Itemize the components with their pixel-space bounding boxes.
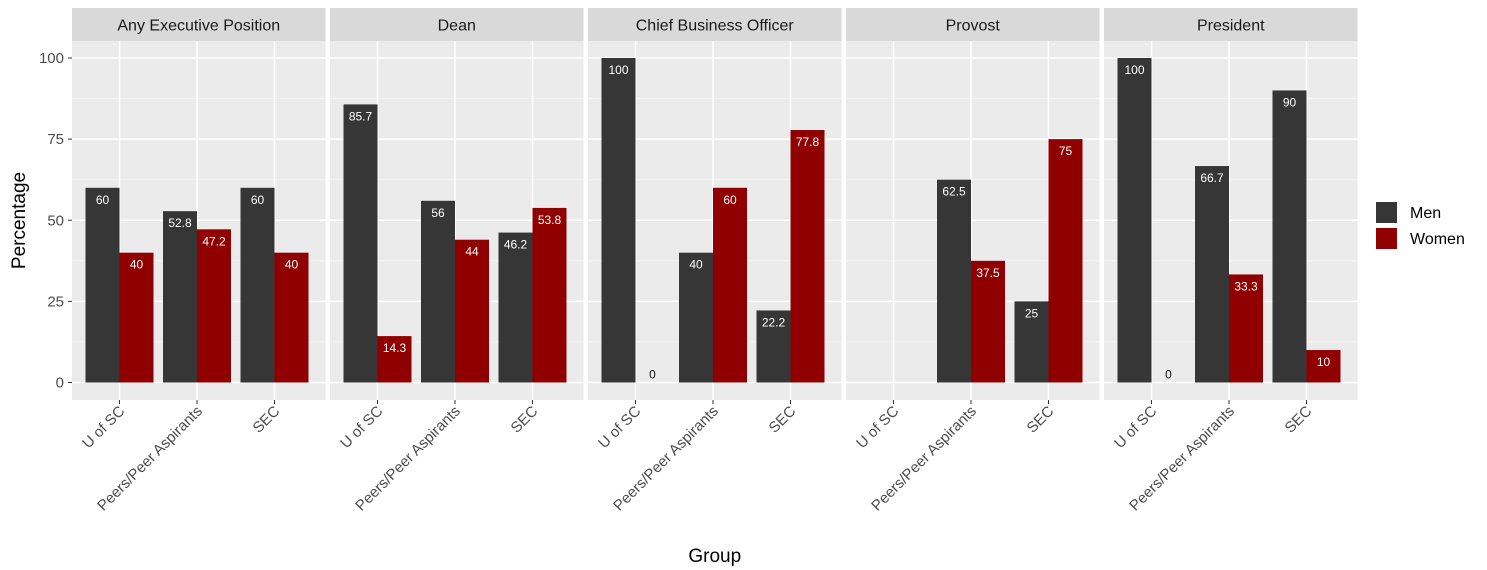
legend: Men Women	[1376, 202, 1465, 249]
bar-men-peers-peer-aspirants	[163, 211, 197, 383]
data-label: 33.3	[1234, 279, 1258, 293]
legend-swatch-men	[1376, 202, 1397, 223]
bar-men-u-of-sc	[85, 187, 120, 383]
bar-women-peers-peer-aspirants	[1229, 274, 1263, 383]
data-label: 25	[1025, 306, 1039, 320]
x-tick-label: SEC	[507, 403, 541, 437]
bar-women-peers-peer-aspirants	[713, 187, 747, 383]
data-label: 85.7	[349, 109, 373, 123]
bar-women-peers-peer-aspirants	[971, 260, 1005, 383]
data-label: 46.2	[504, 238, 528, 252]
facet-strip	[588, 8, 842, 41]
facet-title: Any Executive Position	[117, 18, 280, 35]
data-label: 40	[689, 258, 703, 272]
data-label: 75	[1059, 144, 1073, 158]
y-axis-title: Percentage	[9, 172, 30, 269]
bar-women-sec	[274, 252, 309, 383]
facet-title: President	[1197, 18, 1265, 35]
data-label: 100	[608, 63, 628, 77]
bar-men-sec	[240, 187, 275, 383]
x-tick-label: U of SC	[595, 403, 644, 452]
facet-title: Provost	[946, 18, 1001, 35]
x-tick-label: SEC	[765, 403, 799, 437]
data-label: 100	[1124, 63, 1144, 77]
data-label: 40	[285, 258, 299, 272]
data-label: 40	[130, 258, 144, 272]
x-tick-label: U of SC	[1111, 403, 1160, 452]
data-label: 0	[649, 368, 656, 382]
data-label: 60	[251, 193, 265, 207]
data-label: 56	[431, 206, 445, 220]
bar-women-peers-peer-aspirants	[455, 239, 489, 383]
x-tick-label: SEC	[1023, 403, 1057, 437]
bar-women-sec	[1048, 139, 1083, 383]
bar-women-u-of-sc	[119, 252, 154, 383]
facet-title: Dean	[438, 18, 476, 35]
facet-strip	[330, 8, 584, 41]
x-tick-label: SEC	[1281, 403, 1315, 437]
bar-men-peers-peer-aspirants	[679, 252, 713, 383]
bar-women-u-of-sc	[377, 336, 412, 383]
bar-women-peers-peer-aspirants	[197, 229, 231, 383]
y-tick-label: 50	[47, 212, 64, 229]
facet-strip	[1104, 8, 1358, 41]
data-label: 0	[1165, 368, 1172, 382]
data-label: 60	[723, 193, 737, 207]
bar-men-sec	[756, 310, 791, 383]
data-label: 44	[465, 245, 479, 259]
bar-women-sec	[1306, 350, 1341, 383]
bar-women-sec	[532, 207, 567, 383]
legend-label-women: Women	[1410, 231, 1465, 248]
bar-men-u-of-sc	[343, 104, 378, 383]
bar-men-u-of-sc	[601, 58, 636, 383]
facet-strip	[72, 8, 326, 41]
data-label: 10	[1317, 355, 1331, 369]
y-tick-label: 75	[47, 131, 64, 148]
bar-men-peers-peer-aspirants	[1195, 166, 1229, 383]
x-tick-label: U of SC	[337, 403, 386, 452]
data-label: 14.3	[383, 341, 407, 355]
legend-swatch-women	[1376, 228, 1397, 249]
x-tick-label: SEC	[249, 403, 283, 437]
y-tick-label: 100	[39, 50, 64, 67]
data-label: 22.2	[762, 315, 786, 329]
x-tick-label: U of SC	[79, 403, 128, 452]
data-label: 66.7	[1200, 171, 1224, 185]
data-label: 52.8	[168, 216, 192, 230]
legend-label-men: Men	[1410, 205, 1441, 222]
facet-panel-any-executive-position: Any Executive Position 60 40 U of SC 52.8 47.…	[72, 8, 326, 514]
facet-title: Chief Business Officer	[636, 18, 795, 35]
data-label: 53.8	[538, 213, 562, 227]
x-axis-title: Group	[688, 546, 741, 567]
bar-men-peers-peer-aspirants	[421, 200, 455, 383]
bar-men-peers-peer-aspirants	[937, 179, 971, 383]
y-tick-label: 25	[47, 293, 64, 310]
bar-men-sec	[1014, 301, 1049, 383]
bar-women-sec	[790, 130, 825, 383]
bar-men-sec	[498, 232, 533, 383]
data-label: 90	[1283, 95, 1297, 109]
bar-men-u-of-sc	[1117, 58, 1152, 383]
data-label: 60	[96, 193, 110, 207]
bar-men-sec	[1272, 90, 1307, 383]
data-label: 37.5	[976, 266, 1000, 280]
facet-strip	[846, 8, 1100, 41]
data-label: 62.5	[942, 185, 966, 199]
data-label: 47.2	[202, 234, 226, 248]
data-label: 77.8	[796, 135, 820, 149]
y-tick-label: 0	[56, 375, 64, 392]
x-tick-label: U of SC	[853, 403, 902, 452]
